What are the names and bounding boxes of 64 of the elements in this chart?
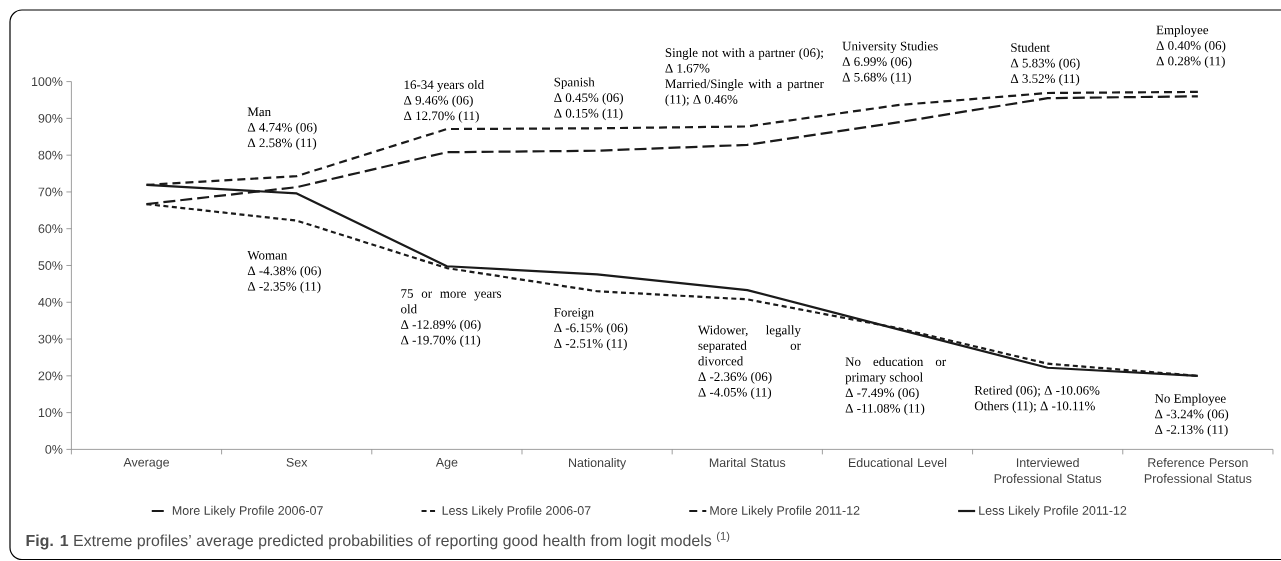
annotation: Δ 5.68% (11) — [842, 72, 911, 85]
annotation: Δ 3.52% (11) — [1010, 73, 1080, 86]
text: Δ 0.40% (06) — [1156, 40, 1226, 53]
annotation: Spanish — [554, 77, 595, 90]
annotation: Married/Single with a partner (11); Δ 0.46% — [665, 79, 824, 107]
annotation: Δ -19.70% (11) — [401, 335, 481, 348]
y-tick-label: 60% — [38, 224, 63, 234]
x-tick-label: Nationality — [569, 457, 627, 470]
annotation: 75 or more years old — [401, 289, 502, 314]
annotation: Δ -12.89% (06) — [401, 319, 481, 332]
text: Δ 5.83% (06) — [1010, 58, 1080, 71]
annotation: Woman — [247, 250, 288, 260]
legend-label: Less Likely Profile 2006-07 — [442, 505, 591, 518]
text: Employee — [1156, 25, 1209, 37]
x-tick-label: Sex — [286, 457, 308, 467]
legend-label: More Likely Profile 2011-12 — [710, 505, 860, 518]
annotation: Δ 2.58% (11) — [247, 138, 317, 150]
annotation: Δ -2.51% (11) — [554, 338, 627, 351]
annotation: Δ -7.49% (06) — [845, 388, 919, 400]
annotation: Δ -2.13% (11) — [1155, 424, 1228, 437]
annotation: Others (11); Δ -10.11% — [974, 401, 1095, 413]
y-tick-label: 100% — [31, 77, 63, 87]
annotation: 16-34 years old — [404, 79, 484, 92]
annotation: Retired (06); Δ -10.06% — [974, 385, 1100, 398]
annotation: Δ 12.70% (11) — [404, 111, 479, 123]
x-tick-label: Age — [435, 457, 458, 470]
y-tick-label: 30% — [38, 334, 63, 344]
y-tick-label: 40% — [38, 297, 63, 307]
annotation: Δ 9.46% (06) — [404, 95, 473, 108]
x-tick-label: Marital Status — [709, 457, 786, 468]
x-tick-label: Reference Person Professional Status — [1144, 457, 1252, 483]
y-tick-label: 0% — [45, 445, 63, 454]
text: Δ 0.28% (11) — [1156, 56, 1225, 68]
annotation: Man — [247, 107, 271, 117]
annotation: Δ 4.74% (06) — [247, 122, 317, 135]
y-tick-label: 10% — [38, 408, 63, 418]
x-tick-label: Educational Level — [848, 457, 947, 468]
text: Δ 6.99% (06) — [842, 56, 912, 69]
annotation: Δ -4.05% (11) — [698, 387, 772, 400]
y-tick-label: 70% — [38, 187, 63, 197]
annotation: Δ -4.38% (06) — [247, 266, 321, 278]
y-tick-label: 50% — [38, 261, 63, 270]
annotation: Δ -3.24% (06) — [1155, 409, 1229, 421]
y-tick-label: 80% — [38, 150, 63, 160]
y-tick-label: 90% — [38, 113, 63, 123]
y-tick-label: 20% — [38, 371, 63, 381]
annotation: Δ -6.15% (06) — [554, 323, 628, 335]
annotation: Δ 0.15% (11) — [554, 108, 623, 121]
text: Single not with a partner (06); Δ 1.67% — [665, 47, 823, 73]
annotation: Δ -2.36% (06) — [698, 371, 772, 384]
legend-label: Less Likely Profile 2011-12 — [979, 505, 1127, 518]
annotation: No Employee — [1154, 393, 1226, 406]
annotation: Foreign — [554, 307, 594, 320]
annotation: Widower, legally separated or divorced — [697, 325, 801, 366]
annotation: No education or primary school — [845, 356, 947, 385]
annotation: Δ -11.08% (11) — [845, 403, 925, 416]
text: Fig. 1 Extreme profiles’ average predicted probabilities of reporting good health from logit models $^{(1)}$ — [26, 531, 730, 550]
text: University Studies — [842, 41, 938, 54]
annotation: Δ 0.45% (06) — [554, 92, 624, 105]
text: Student — [1011, 42, 1050, 52]
annotation: Δ -2.35% (11) — [247, 281, 321, 294]
x-tick-label: Interviewed Professional Status — [994, 457, 1102, 484]
x-tick-label: Average — [123, 457, 170, 470]
legend-label: More Likely Profile 2006-07 — [172, 505, 323, 518]
